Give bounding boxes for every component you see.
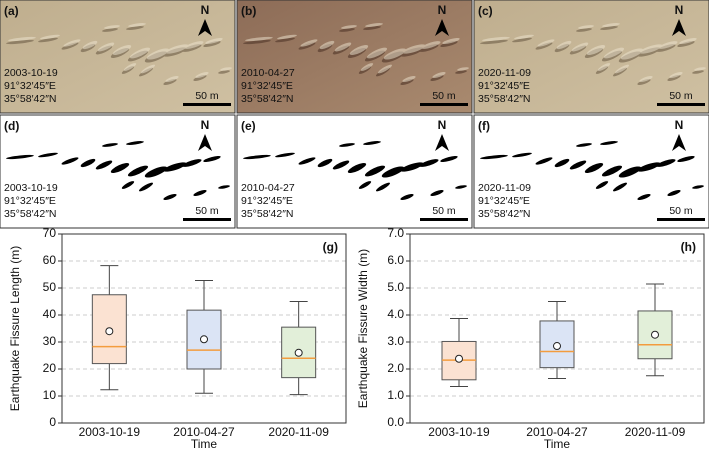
latitude-label: 35°58′42″N xyxy=(4,208,57,220)
north-label: N xyxy=(675,118,684,132)
x-tick-label: 2003-10-19 xyxy=(428,425,490,439)
scale-bar xyxy=(657,218,705,221)
date-label: 2010-04-27 xyxy=(241,67,295,79)
y-tick-label: 0 xyxy=(49,415,56,429)
panel-label: (h) xyxy=(681,240,696,254)
latitude-label: 35°58′42″N xyxy=(241,93,294,105)
longitude-label: 91°32′45″E xyxy=(241,80,293,92)
x-tick-label: 2010-04-27 xyxy=(526,425,588,439)
x-tick-label: 2010-04-27 xyxy=(173,425,235,439)
y-tick-label: 30 xyxy=(43,334,57,348)
y-tick-label: 10 xyxy=(43,388,57,402)
y-tick-label: 70 xyxy=(43,226,57,240)
longitude-label: 91°32′45″E xyxy=(241,195,293,207)
y-tick-label: 60 xyxy=(43,253,57,267)
mean-marker xyxy=(455,354,463,363)
scale-bar xyxy=(420,103,468,106)
y-tick-label: 1.0 xyxy=(387,388,404,402)
latitude-label: 35°58′42″N xyxy=(478,93,531,105)
north-label: N xyxy=(201,3,210,17)
mean-marker xyxy=(105,327,114,336)
scale-label: 50 m xyxy=(195,90,219,102)
date-label: 2020-11-09 xyxy=(478,182,531,194)
y-axis-label: Earthquake Fissure Length (m) xyxy=(8,246,22,411)
y-tick-label: 6.0 xyxy=(387,253,404,267)
scale-label: 50 m xyxy=(669,205,693,217)
longitude-label: 91°32′45″E xyxy=(4,195,56,207)
y-tick-label: 20 xyxy=(43,361,57,375)
y-tick-label: 50 xyxy=(43,280,57,294)
x-tick-label: 2020-11-09 xyxy=(625,425,686,439)
date-label: 2020-11-09 xyxy=(478,67,531,79)
latitude-label: 35°58′42″N xyxy=(4,93,57,105)
y-tick-label: 2.0 xyxy=(387,361,404,375)
north-label: N xyxy=(675,3,684,17)
north-label: N xyxy=(438,3,447,17)
panel-label: (g) xyxy=(323,240,338,254)
scale-label: 50 m xyxy=(669,90,693,102)
x-axis-label: Time xyxy=(544,437,571,450)
mean-marker xyxy=(651,330,659,339)
date-label: 2003-10-19 xyxy=(4,182,58,194)
scale-label: 50 m xyxy=(432,90,456,102)
y-tick-label: 4.0 xyxy=(387,307,404,321)
y-tick-label: 40 xyxy=(43,307,57,321)
longitude-label: 91°32′45″E xyxy=(4,80,56,92)
panel-label: (c) xyxy=(478,4,493,18)
y-axis-label: Earthquake Fissure Width (m) xyxy=(356,249,370,408)
panel-label: (a) xyxy=(4,4,19,18)
plot-frame xyxy=(61,233,347,424)
y-tick-label: 5.0 xyxy=(387,280,404,294)
scale-bar xyxy=(183,103,231,106)
x-tick-label: 2020-11-09 xyxy=(268,425,329,439)
mean-marker xyxy=(553,342,561,351)
scale-bar xyxy=(183,218,231,221)
y-tick-label: 0.0 xyxy=(387,415,404,429)
scale-label: 50 m xyxy=(432,205,456,217)
mean-marker xyxy=(294,348,303,357)
scale-bar xyxy=(657,103,705,106)
x-tick-label: 2003-10-19 xyxy=(79,425,141,439)
north-label: N xyxy=(438,118,447,132)
y-tick-label: 3.0 xyxy=(387,334,404,348)
north-label: N xyxy=(201,118,210,132)
panel-label: (f) xyxy=(478,119,490,133)
date-label: 2010-04-27 xyxy=(241,182,295,194)
scale-bar xyxy=(420,218,468,221)
longitude-label: 91°32′45″E xyxy=(478,195,530,207)
x-axis-label: Time xyxy=(191,437,218,450)
panel-label: (d) xyxy=(4,119,19,133)
north-arrow xyxy=(198,134,212,151)
plot-frame xyxy=(409,233,705,424)
date-label: 2003-10-19 xyxy=(4,67,58,79)
north-arrow xyxy=(672,134,686,151)
latitude-label: 35°58′42″N xyxy=(241,208,294,220)
panel-label: (b) xyxy=(241,4,256,18)
latitude-label: 35°58′42″N xyxy=(478,208,531,220)
north-arrow xyxy=(435,134,449,151)
scale-label: 50 m xyxy=(195,205,219,217)
north-arrow xyxy=(672,19,686,36)
longitude-label: 91°32′45″E xyxy=(478,80,530,92)
mean-marker xyxy=(200,335,208,344)
panel-label: (e) xyxy=(241,119,256,133)
north-arrow xyxy=(435,19,449,36)
north-arrow xyxy=(198,19,212,36)
y-tick-label: 7.0 xyxy=(387,226,404,240)
